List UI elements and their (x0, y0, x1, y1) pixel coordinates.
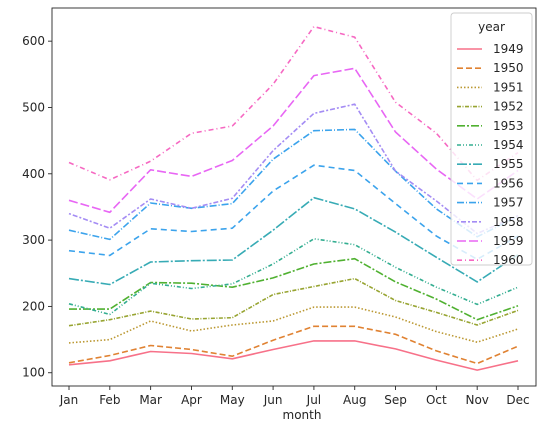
series-line-1949 (68, 340, 519, 371)
axes: Jan Feb Mar Apr May Jun Jul Aug Sep Oct Nov Dec 100 2… (22, 7, 537, 407)
legend-entry: 1952 (493, 100, 524, 114)
series-line-1959 (68, 67, 519, 214)
series-line-1957 (68, 128, 519, 241)
series-line-1956 (68, 164, 519, 261)
legend-title: year (478, 20, 505, 34)
legend-entry: 1957 (493, 196, 524, 210)
x-tick-label: Oct (426, 393, 447, 407)
series-line-1951 (68, 306, 519, 344)
y-tick-label: 400 (22, 167, 45, 181)
legend-entry: 1949 (493, 42, 524, 56)
legend-entry: 1955 (493, 157, 524, 171)
y-tick-label: 300 (22, 233, 45, 247)
legend-entry: 1958 (493, 215, 524, 229)
x-tick-label: Mar (139, 393, 162, 407)
x-tick-label: Nov (465, 393, 488, 407)
legend-entry: 1960 (493, 253, 524, 267)
series-line-1954 (68, 238, 519, 316)
plot-frame (51, 7, 537, 387)
x-tick-label: Sep (384, 393, 407, 407)
legend-entry: 1951 (493, 80, 524, 94)
legend-entry: 1959 (493, 234, 524, 248)
x-tick-label: Dec (506, 393, 529, 407)
y-tick-label: 500 (22, 100, 45, 114)
x-tick-label: Jul (306, 393, 321, 407)
x-tick-label: Jun (263, 393, 283, 407)
legend-entry: 1953 (493, 119, 524, 133)
x-tick-label: Aug (343, 393, 366, 407)
legend: year 1949 1950 1951 1952 1953 1954 1955 1956 1957… (450, 12, 533, 267)
series-line-1950 (68, 325, 519, 365)
series-line-1955 (68, 196, 519, 286)
series-line-1952 (68, 277, 519, 327)
legend-entry: 1956 (493, 176, 524, 190)
series-lines (68, 25, 519, 371)
x-tick-label: Feb (99, 393, 120, 407)
y-tick-label: 200 (22, 299, 45, 313)
series-line-1953 (69, 257, 519, 321)
x-tick-label: Apr (181, 393, 202, 407)
x-axis-label: month (283, 408, 322, 422)
series-line-1958 (68, 103, 519, 235)
x-tick-label: May (220, 393, 245, 407)
legend-entry: 1950 (493, 61, 524, 75)
y-tick-label: 600 (22, 34, 45, 48)
y-tick-label: 100 (22, 366, 45, 380)
legend-entry: 1954 (493, 138, 524, 152)
x-tick-label: Jan (59, 393, 79, 407)
